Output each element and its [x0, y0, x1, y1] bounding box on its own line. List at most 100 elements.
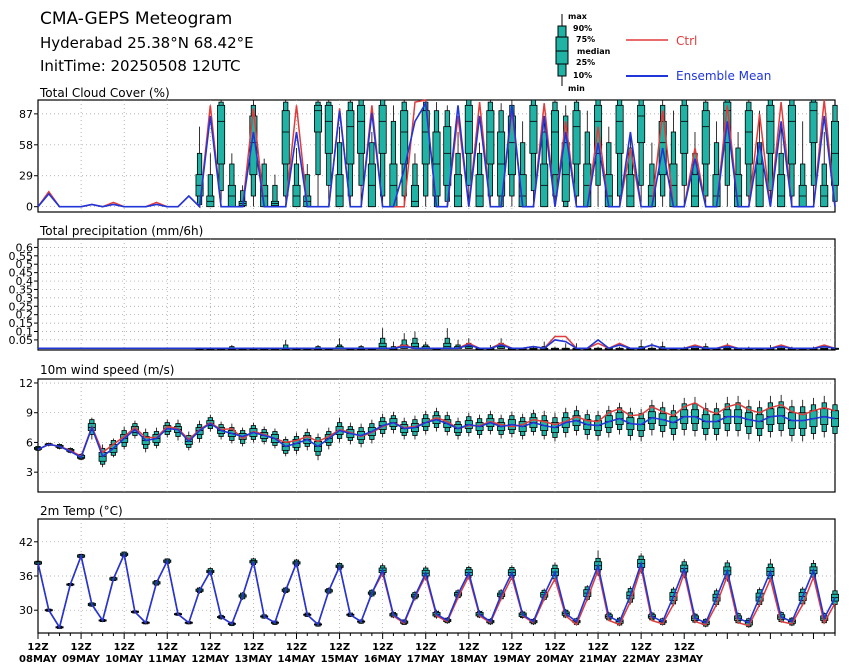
- box-legend-max: max: [568, 12, 588, 21]
- precip-ytick-label: 0.6: [16, 241, 34, 254]
- cloud-box: [712, 121, 721, 208]
- x-tick-hour: 12Z: [243, 642, 264, 653]
- precip-mean-line: [38, 338, 836, 350]
- cloud-box-inner: [701, 110, 710, 165]
- cloud-box-inner: [680, 104, 689, 154]
- cloud-box: [421, 100, 430, 207]
- cloud-box: [561, 105, 570, 208]
- cloud-box: [454, 132, 463, 208]
- cloud-box: [464, 99, 473, 207]
- panel-title-temp: 2m Temp (°C): [40, 504, 123, 518]
- panels: 02958870.050.10.150.20.250.30.350.40.450…: [9, 99, 840, 634]
- precip-box: [410, 331, 419, 349]
- x-tick-hour: 12Z: [70, 642, 91, 653]
- cloud-box: [637, 99, 646, 207]
- x-tick-hour: 12Z: [200, 642, 221, 653]
- cloud-box: [701, 100, 710, 207]
- cloud-box: [744, 100, 753, 207]
- cloud-box-inner: [346, 110, 355, 165]
- cloud-box: [798, 121, 807, 208]
- cloud-box-inner: [626, 174, 635, 208]
- x-tick-hour: 12Z: [674, 642, 695, 653]
- x-tick-hour: 12Z: [27, 642, 48, 653]
- cloud-box: [787, 99, 796, 207]
- precip-box: [690, 347, 699, 350]
- cloud-box: [820, 132, 829, 208]
- cloud-ytick-label: 87: [19, 108, 33, 121]
- x-tick-date: 23MAY: [665, 654, 704, 665]
- cloud-box-inner: [357, 104, 366, 154]
- precip-box: [647, 343, 656, 350]
- ctrl-legend-label: Ctrl: [676, 34, 697, 48]
- cloud-box: [281, 100, 290, 207]
- cloud-box: [809, 99, 818, 207]
- temp-panel: 30 36 42: [19, 518, 840, 634]
- x-tick-date: 17MAY: [407, 654, 446, 665]
- cloud-box: [529, 99, 538, 207]
- precip-box: [561, 343, 570, 350]
- cloud-box-inner: [324, 104, 333, 154]
- x-tick-date: 22MAY: [622, 654, 661, 665]
- cloud-box: [550, 100, 559, 207]
- cloud-box: [518, 121, 527, 208]
- box-legend-p10: 10%: [573, 71, 592, 80]
- cloud-box-inner: [378, 104, 387, 154]
- cloud-box: [346, 100, 355, 207]
- cloud-box: [335, 126, 344, 208]
- cloud-box: [755, 110, 764, 208]
- cloud-box-inner: [410, 184, 419, 208]
- cloud-box-inner: [637, 104, 646, 144]
- precip-panel: 0.050.10.150.20.250.30.350.40.450.50.550…: [9, 238, 840, 351]
- x-tick-hour: 12Z: [372, 642, 393, 653]
- x-tick-date: 16MAY: [364, 654, 403, 665]
- cloud-box-inner: [809, 101, 818, 144]
- x-tick-date: 08MAY: [19, 654, 58, 665]
- precip-ytick-label: 0.5: [16, 258, 34, 271]
- x-tick-hour: 12Z: [631, 642, 652, 653]
- cloud-panel: 0 29 58 87: [19, 99, 840, 214]
- x-tick-date: 10MAY: [105, 654, 144, 665]
- precip-ytick-label: 0.4: [16, 275, 34, 288]
- precip-box: [421, 341, 430, 349]
- cloud-box: [195, 126, 204, 207]
- cloud-mean-line: [37, 100, 836, 209]
- cloud-box-outer: [315, 101, 321, 176]
- x-axis: 12Z08MAY12Z09MAY12Z10MAY12Z11MAY12Z12MAY…: [19, 633, 836, 665]
- precip-ytick-label: 0.45: [9, 267, 34, 280]
- cloud-box-inner: [454, 174, 463, 208]
- cloud-box-inner: [777, 174, 786, 208]
- cloud-box: [723, 99, 732, 207]
- x-tick-date: 15MAY: [321, 654, 360, 665]
- cloud-ytick-label: 58: [19, 139, 33, 152]
- x-tick-hour: 12Z: [286, 642, 307, 653]
- precip-ytick-label: 0.2: [16, 309, 34, 322]
- precip-ytick-label: 0.15: [9, 317, 34, 330]
- wind-panel: 3 6 9 12: [19, 377, 840, 493]
- cloud-box: [475, 142, 484, 208]
- cloud-box: [766, 99, 775, 207]
- cloud-box: [626, 132, 635, 208]
- x-tick-hour: 12Z: [587, 642, 608, 653]
- cloud-box-inner: [690, 174, 699, 208]
- wind-ctrl-line: [37, 401, 836, 458]
- cloud-box-inner: [314, 104, 323, 133]
- line-legend: Ctrl Ensemble Mean: [626, 34, 771, 83]
- init-time-label: InitTime: 20250508 12UTC: [40, 57, 240, 75]
- x-tick-hour: 12Z: [544, 642, 565, 653]
- cloud-box: [432, 102, 441, 208]
- precip-box: [777, 346, 786, 350]
- cloud-box-inner: [615, 104, 624, 154]
- cloud-box: [540, 116, 549, 208]
- cloud-box: [443, 105, 452, 207]
- cloud-box: [378, 99, 387, 207]
- location-label: Hyderabad 25.38°N 68.42°E: [40, 34, 254, 52]
- temp-mean-line: [37, 551, 836, 630]
- cloud-box-inner: [217, 104, 226, 165]
- box-legend-min: min: [568, 84, 585, 93]
- cloud-box: [206, 153, 215, 208]
- box-legend-p25: 25%: [576, 58, 595, 67]
- cloud-box: [400, 100, 409, 207]
- x-tick-date: 13MAY: [234, 654, 273, 665]
- cloud-box: [615, 99, 624, 207]
